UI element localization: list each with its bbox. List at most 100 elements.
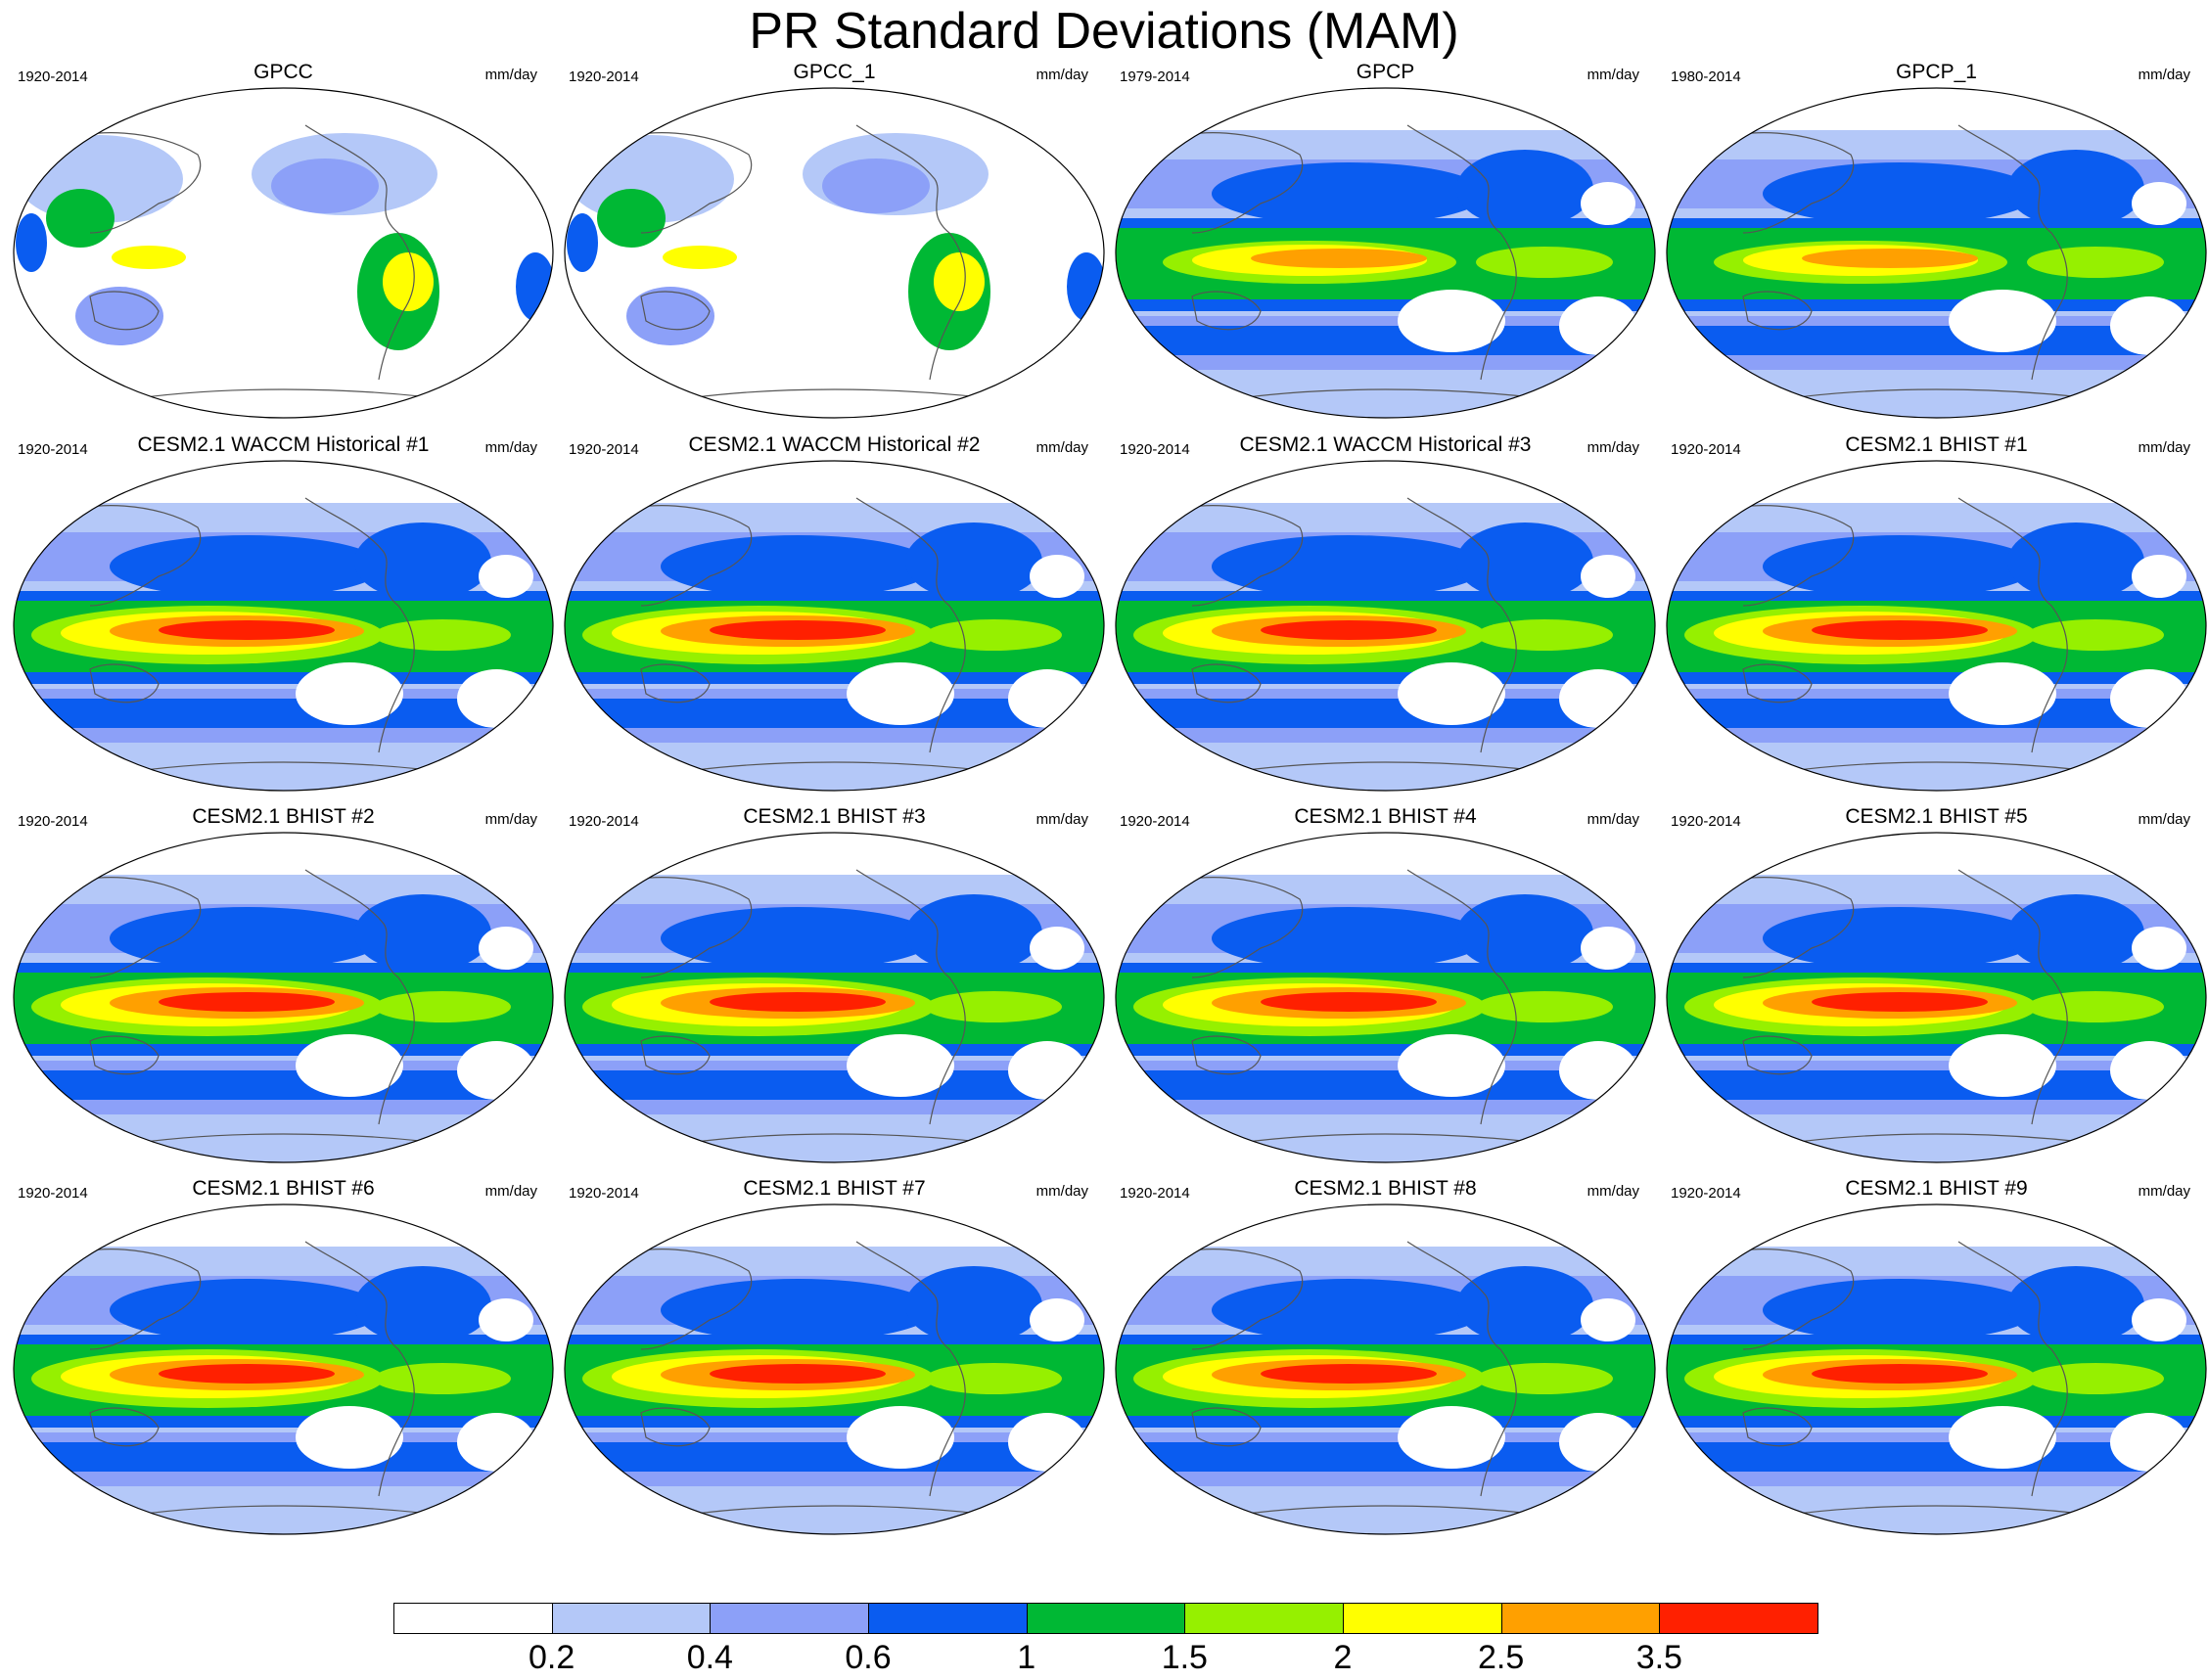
panel-units: mm/day <box>2138 439 2190 456</box>
field-dry-south-atlantic <box>2110 669 2188 728</box>
field-dry-southeast-pacific <box>1949 290 2056 352</box>
coastline-asia <box>1152 505 1304 607</box>
field-dry-sahara <box>479 927 533 970</box>
colorbar-tick-label: 2.5 <box>1478 1639 1525 1676</box>
field-dry-sahara <box>1030 555 1084 598</box>
precip-field <box>14 833 553 1162</box>
panel-title: GPCC_1 <box>793 61 876 83</box>
field-dry-south-atlantic <box>457 1041 535 1100</box>
map-border <box>1115 460 1656 792</box>
coastline-australia <box>1191 1407 1262 1447</box>
map-projection <box>1115 1203 1656 1535</box>
coastline-australia <box>89 1035 160 1075</box>
map-projection <box>564 87 1105 419</box>
panel-period: 1980-2014 <box>1671 68 1741 85</box>
field-dry-south-atlantic <box>1008 669 1086 728</box>
field-dry-sahara <box>1581 1298 1635 1341</box>
coastline-australia <box>1742 1035 1813 1075</box>
field-itcz-orange <box>1251 249 1427 268</box>
field-dry-sahara <box>1581 182 1635 225</box>
field-north-pacific <box>1212 907 1486 970</box>
precip-field <box>14 88 553 418</box>
field-dry-southeast-pacific <box>296 662 403 725</box>
field-dry-south-atlantic <box>1008 1041 1086 1100</box>
coastline-australia <box>640 1035 711 1075</box>
map-border <box>13 1203 554 1535</box>
panel-units: mm/day <box>2138 811 2190 828</box>
map-border <box>564 832 1105 1163</box>
panel-title: CESM2.1 BHIST #4 <box>1294 805 1477 828</box>
field-atlantic-itcz <box>374 1363 511 1394</box>
field-polar-north <box>1116 833 1655 875</box>
field-north-pacific <box>1212 535 1486 598</box>
colorbar-swatch <box>551 1603 712 1634</box>
field-north-pacific <box>110 535 384 598</box>
coastline-asia <box>1152 877 1304 978</box>
map-border <box>564 460 1105 792</box>
field-australia <box>626 287 714 345</box>
panel-units: mm/day <box>1587 439 1639 456</box>
coastline-americas <box>304 1241 415 1497</box>
coastline-americas <box>1957 497 2068 753</box>
colorbar-tick-label: 2 <box>1333 1639 1353 1676</box>
field-polar-north <box>1667 1204 2206 1247</box>
field-atlantic-itcz <box>925 619 1062 651</box>
panel-units: mm/day <box>1587 1183 1639 1200</box>
map-panel: CESM2.1 BHIST #5 1920-2014 mm/day <box>1661 805 2208 1177</box>
coastline-australia <box>1191 291 1262 331</box>
figure-title: PR Standard Deviations (MAM) <box>749 3 1459 60</box>
field-amazon <box>383 252 434 311</box>
colorbar-tick-label: 1.5 <box>1161 1639 1208 1676</box>
map-panel: GPCP_1 1980-2014 mm/day <box>1661 61 2208 432</box>
field-dry-southeast-pacific <box>1398 1406 1505 1469</box>
panel-period: 1920-2014 <box>1671 441 1741 458</box>
map-border <box>564 1203 1105 1535</box>
panel-units: mm/day <box>484 67 537 83</box>
panel-units: mm/day <box>2138 67 2190 83</box>
field-atlantic-itcz <box>925 991 1062 1022</box>
map-projection <box>13 832 554 1163</box>
field-atlantic-itcz <box>1476 247 1613 278</box>
coastline-australia <box>89 291 160 331</box>
coastline-asia <box>601 132 753 234</box>
coastline-asia <box>1703 877 1855 978</box>
field-dry-south-atlantic <box>457 669 535 728</box>
field-africa-west <box>567 213 598 272</box>
colorbar-swatch <box>1659 1603 1818 1634</box>
map-projection <box>1115 87 1656 419</box>
field-polar-north <box>565 461 1104 503</box>
field-north-atlantic <box>905 1266 1042 1344</box>
field-dry-south-atlantic <box>2110 296 2188 355</box>
field-dry-sahara <box>2132 1298 2186 1341</box>
panel-units: mm/day <box>484 439 537 456</box>
map-border <box>1666 832 2207 1163</box>
panel-period: 1920-2014 <box>18 813 88 830</box>
map-panel: CESM2.1 WACCM Historical #3 1920-2014 mm/d… <box>1110 433 1661 805</box>
field-dry-sahara <box>2132 182 2186 225</box>
coastline-americas <box>1406 124 1517 381</box>
field-dry-sahara <box>1030 1298 1084 1341</box>
field-polar-north <box>1116 1204 1655 1247</box>
map-panel: CESM2.1 BHIST #1 1920-2014 mm/day <box>1661 433 2208 805</box>
field-dry-south-atlantic <box>2110 1413 2188 1472</box>
field-dry-sahara <box>2132 555 2186 598</box>
coastline-australia <box>1191 663 1262 704</box>
coastline-australia <box>640 1407 711 1447</box>
field-atlantic-itcz <box>1476 1363 1613 1394</box>
field-itcz-red <box>710 992 886 1012</box>
coastline-americas <box>304 869 415 1125</box>
map-panel: CESM2.1 WACCM Historical #1 1920-2014 mm/d… <box>8 433 559 805</box>
panel-units: mm/day <box>1035 1183 1088 1200</box>
field-dry-southeast-pacific <box>296 1034 403 1097</box>
field-itcz-red <box>710 620 886 640</box>
coastline-asia <box>1152 132 1304 234</box>
field-atlantic-itcz <box>374 619 511 651</box>
field-north-pacific <box>661 535 935 598</box>
coastline-americas <box>855 124 966 381</box>
field-dry-south-atlantic <box>1559 669 1637 728</box>
map-projection <box>564 1203 1105 1535</box>
field-atlantic-itcz <box>2027 1363 2164 1394</box>
precip-field <box>1667 833 2206 1162</box>
panel-period: 1979-2014 <box>1120 68 1190 85</box>
coastline-asia <box>1703 132 1855 234</box>
